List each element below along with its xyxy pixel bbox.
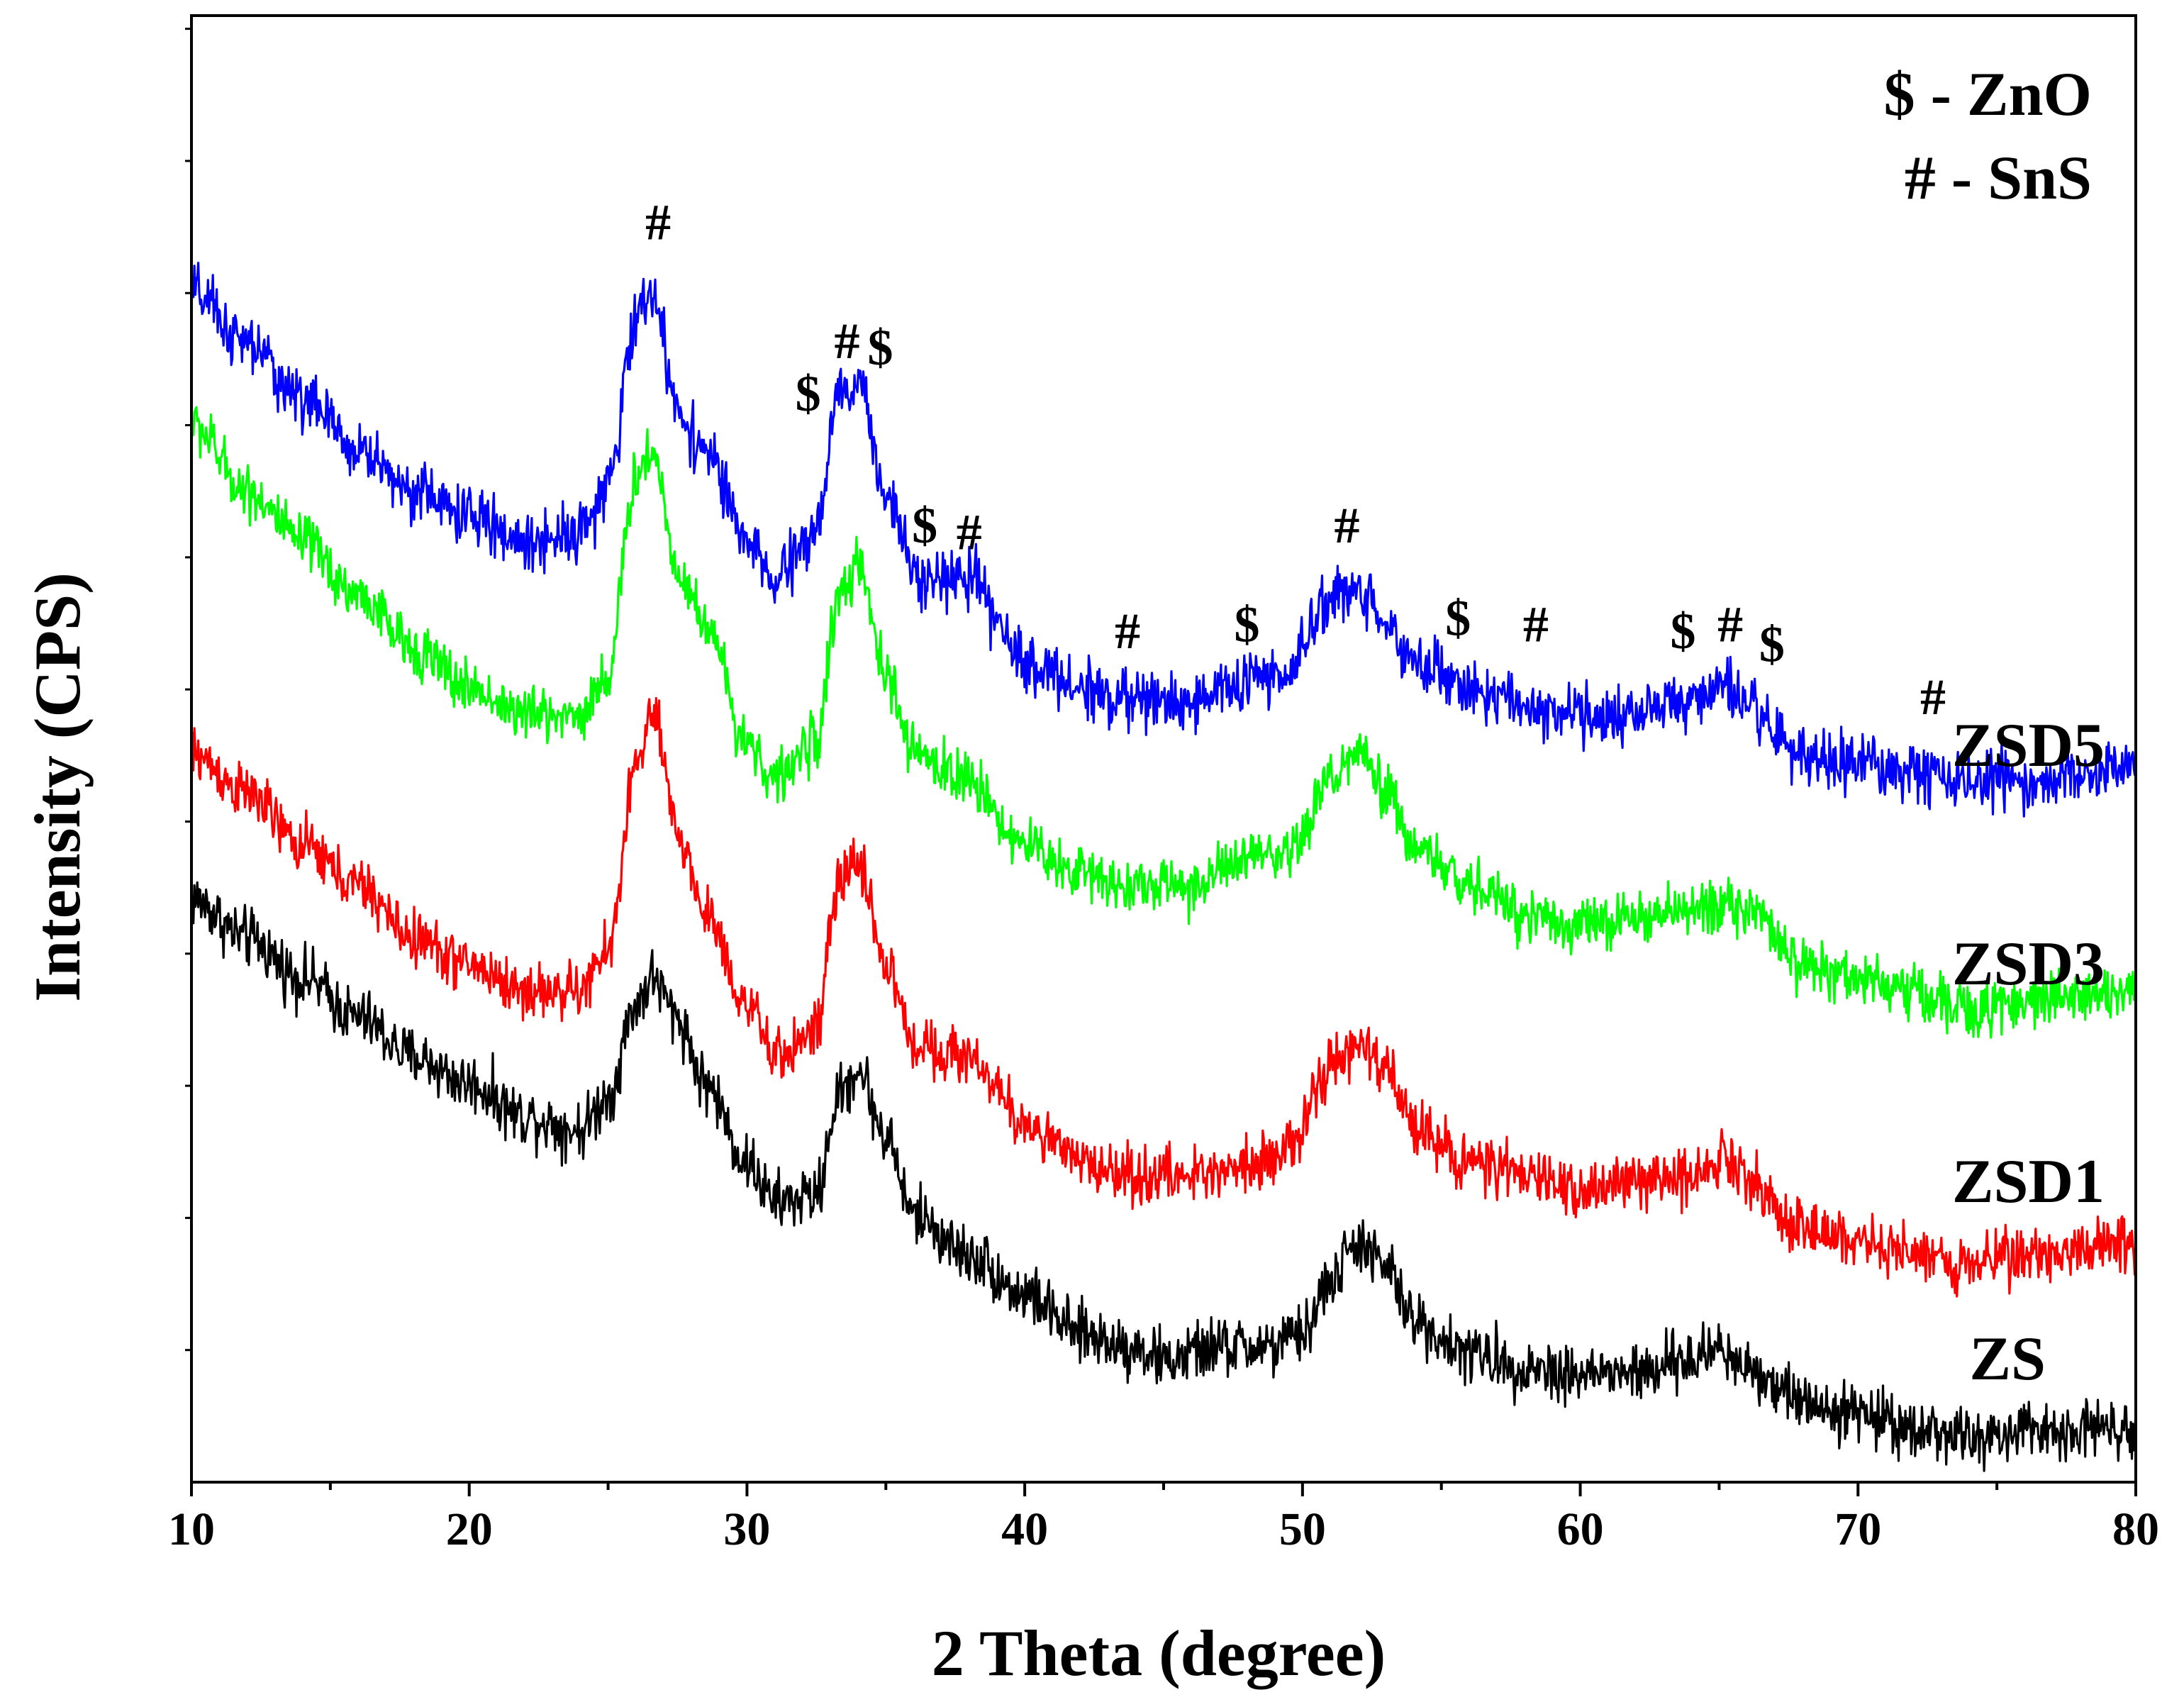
x-tick-label: 30: [723, 1503, 770, 1555]
peak-marker-sns: #: [1335, 497, 1360, 554]
peak-marker-sns: #: [834, 313, 859, 369]
peak-marker-zno: $: [1671, 603, 1696, 660]
legend: $ - ZnO # - SnS: [1884, 60, 2092, 213]
y-axis-title: Intensity (CPS): [21, 572, 94, 1002]
x-tick-label: 10: [168, 1503, 215, 1555]
peak-marker-sns: #: [1115, 603, 1140, 660]
series-label-zs: ZS: [1969, 1325, 2046, 1394]
peak-marker-sns: #: [1920, 669, 1946, 725]
x-tick-label: 20: [446, 1503, 493, 1555]
peak-marker-zno: $: [796, 365, 821, 422]
x-tick-label: 50: [1279, 1503, 1326, 1555]
series-label-zsd3: ZSD3: [1952, 930, 2105, 999]
peak-marker-sns: #: [957, 504, 982, 561]
peak-marker-sns: #: [1523, 596, 1549, 653]
series-line-zsd5: [190, 262, 2137, 818]
x-tick-label: 40: [1001, 1503, 1048, 1555]
axes-layer: 10 20 30 40 50 60 70 80: [168, 14, 2159, 1555]
peak-marker-zno: $: [867, 319, 893, 376]
legend-entry-sns: # - SnS: [1905, 144, 2092, 213]
x-tick-label: 80: [2112, 1503, 2159, 1555]
series-line-zsd1: [190, 696, 2137, 1298]
series-line-zsd3: [190, 406, 2137, 1039]
legend-entry-zno: $ - ZnO: [1884, 60, 2092, 129]
x-tick-label: 60: [1557, 1503, 1604, 1555]
peak-marker-sns: #: [1717, 596, 1743, 653]
peak-marker-zno: $: [1759, 616, 1785, 673]
peak-marker-sns: #: [645, 194, 671, 250]
peak-marker-zno: $: [1445, 589, 1471, 646]
peak-marker-zno: $: [912, 497, 937, 554]
x-tick-label: 70: [1834, 1503, 1881, 1555]
series-label-zsd5: ZSD5: [1952, 711, 2105, 780]
series-line-zs: [190, 881, 2137, 1472]
peak-marker-zno: $: [1235, 596, 1260, 653]
series-label-zsd1: ZSD1: [1952, 1147, 2105, 1216]
series-layer: [190, 262, 2137, 1472]
x-axis-title: 2 Theta (degree): [932, 1617, 1386, 1689]
